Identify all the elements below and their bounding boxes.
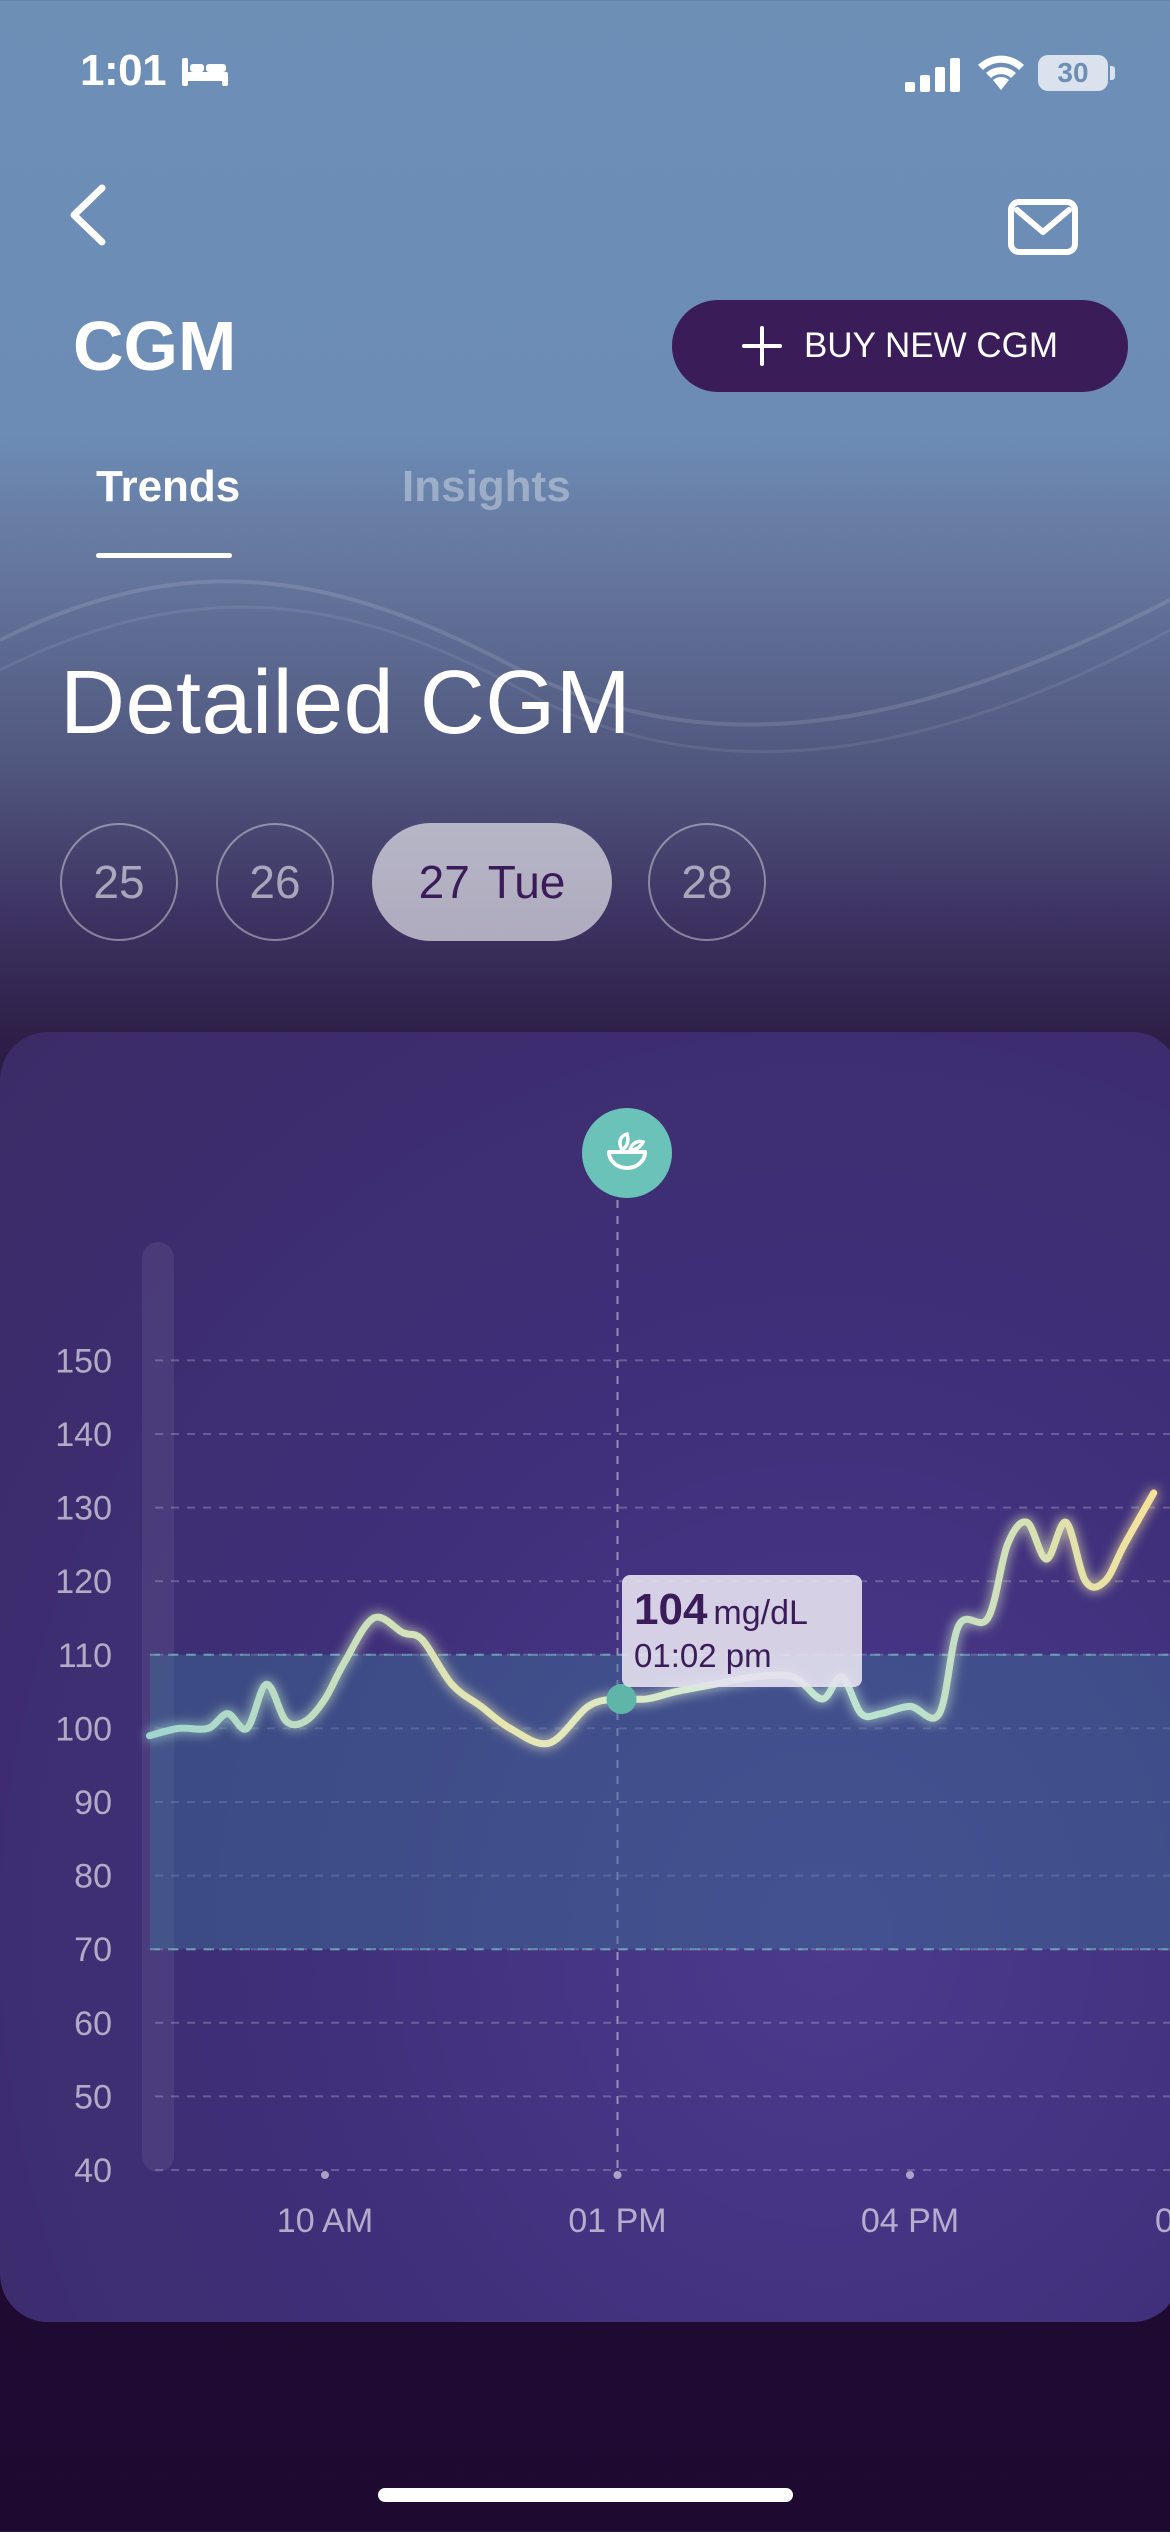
back-button[interactable] [60,180,120,250]
y-tick-label: 90 [74,1784,112,1822]
cgm-chart-card [0,1032,1170,2322]
data-point [147,1733,153,1739]
y-tick-label: 120 [55,1563,112,1601]
status-time: 1:01 [80,46,167,95]
glucose-line [146,1489,1158,1748]
data-point [907,1703,913,1709]
battery-nub [1110,66,1115,80]
y-tick-label: 130 [55,1490,112,1528]
data-point [371,1615,377,1621]
y-tick-label: 140 [55,1416,112,1454]
data-point [449,1681,455,1687]
mail-icon[interactable] [1005,198,1085,258]
data-point [1083,1578,1089,1584]
data-point [225,1711,231,1717]
meal-event-marker[interactable] [582,1108,672,1198]
x-tick-label: 01 PM [568,2202,666,2240]
data-point [176,1725,182,1731]
y-tick-label: 100 [55,1710,112,1748]
data-point [478,1703,484,1709]
tooltip-value: 104 [634,1585,708,1634]
data-point [1122,1541,1128,1547]
data-point [644,1696,650,1702]
data-point [673,1689,679,1695]
data-point [1044,1556,1050,1562]
reading-tooltip: 104 mg/dL 01:02 pm [622,1575,862,1687]
data-point [303,1718,309,1724]
y-tick-label: 40 [74,2152,112,2190]
data-point [205,1725,211,1731]
battery-indicator: 30 [1038,55,1108,91]
data-point [858,1711,864,1717]
data-point [1102,1578,1108,1584]
buy-button-label: BUY NEW CGM [803,326,1059,365]
salad-bowl-icon [607,1131,647,1170]
data-point [1063,1519,1069,1525]
x-tick-label: 0 [1155,2202,1170,2240]
data-point [264,1681,270,1687]
x-tick-label: 04 PM [861,2202,959,2240]
data-point [585,1703,591,1709]
home-indicator [378,2488,793,2502]
wifi-icon [978,55,1024,90]
data-point [1005,1541,1011,1547]
highlighted-reading-point[interactable] [606,1683,637,1714]
day-chip-26[interactable]: 26 [216,823,334,941]
y-tick-label: 70 [74,1931,112,1969]
x-tick-label: 10 AM [277,2202,373,2240]
day-chip-28[interactable]: 28 [648,823,766,941]
day-number: 27 [418,856,470,908]
y-axis-rail [142,1242,174,2172]
tooltip-time: 01:02 pm [634,1637,772,1674]
x-tick-dot [906,2171,914,2179]
data-point [1024,1519,1030,1525]
data-point [819,1696,825,1702]
background-waves [0,579,1170,754]
data-point [400,1630,406,1636]
data-point [322,1696,328,1702]
active-tab-indicator [96,553,232,558]
y-tick-label: 150 [55,1342,112,1380]
data-point [936,1711,942,1717]
bed-icon [182,58,228,86]
section-title: Detailed CGM [60,653,632,753]
y-tick-label: 80 [74,1858,112,1896]
data-point [283,1718,289,1724]
data-point [956,1622,962,1628]
y-tick-label: 60 [74,2005,112,2043]
data-point [507,1725,513,1731]
day-weekday: Tue [487,856,566,908]
cellular-signal-icon [905,58,960,92]
day-chip-27-selected[interactable]: 27 Tue [372,823,612,941]
tab-trends[interactable]: Trends [96,462,241,511]
data-point [244,1725,250,1731]
page-title: CGM [73,307,237,385]
plus-icon [741,326,782,366]
tab-insights[interactable]: Insights [402,462,571,511]
data-point [985,1615,991,1621]
x-tick-dot [321,2171,329,2179]
y-tick-label: 110 [58,1637,112,1675]
data-point [342,1659,348,1665]
buy-new-cgm-button[interactable]: BUY NEW CGM [672,300,1128,392]
data-point [878,1711,884,1717]
x-tick-dot [613,2171,622,2179]
data-point [420,1637,426,1643]
tooltip-unit: mg/dL [713,1594,808,1632]
y-tick-label: 50 [74,2078,112,2116]
data-point [546,1740,552,1746]
day-chip-25[interactable]: 25 [60,823,178,941]
data-point [1151,1490,1157,1496]
